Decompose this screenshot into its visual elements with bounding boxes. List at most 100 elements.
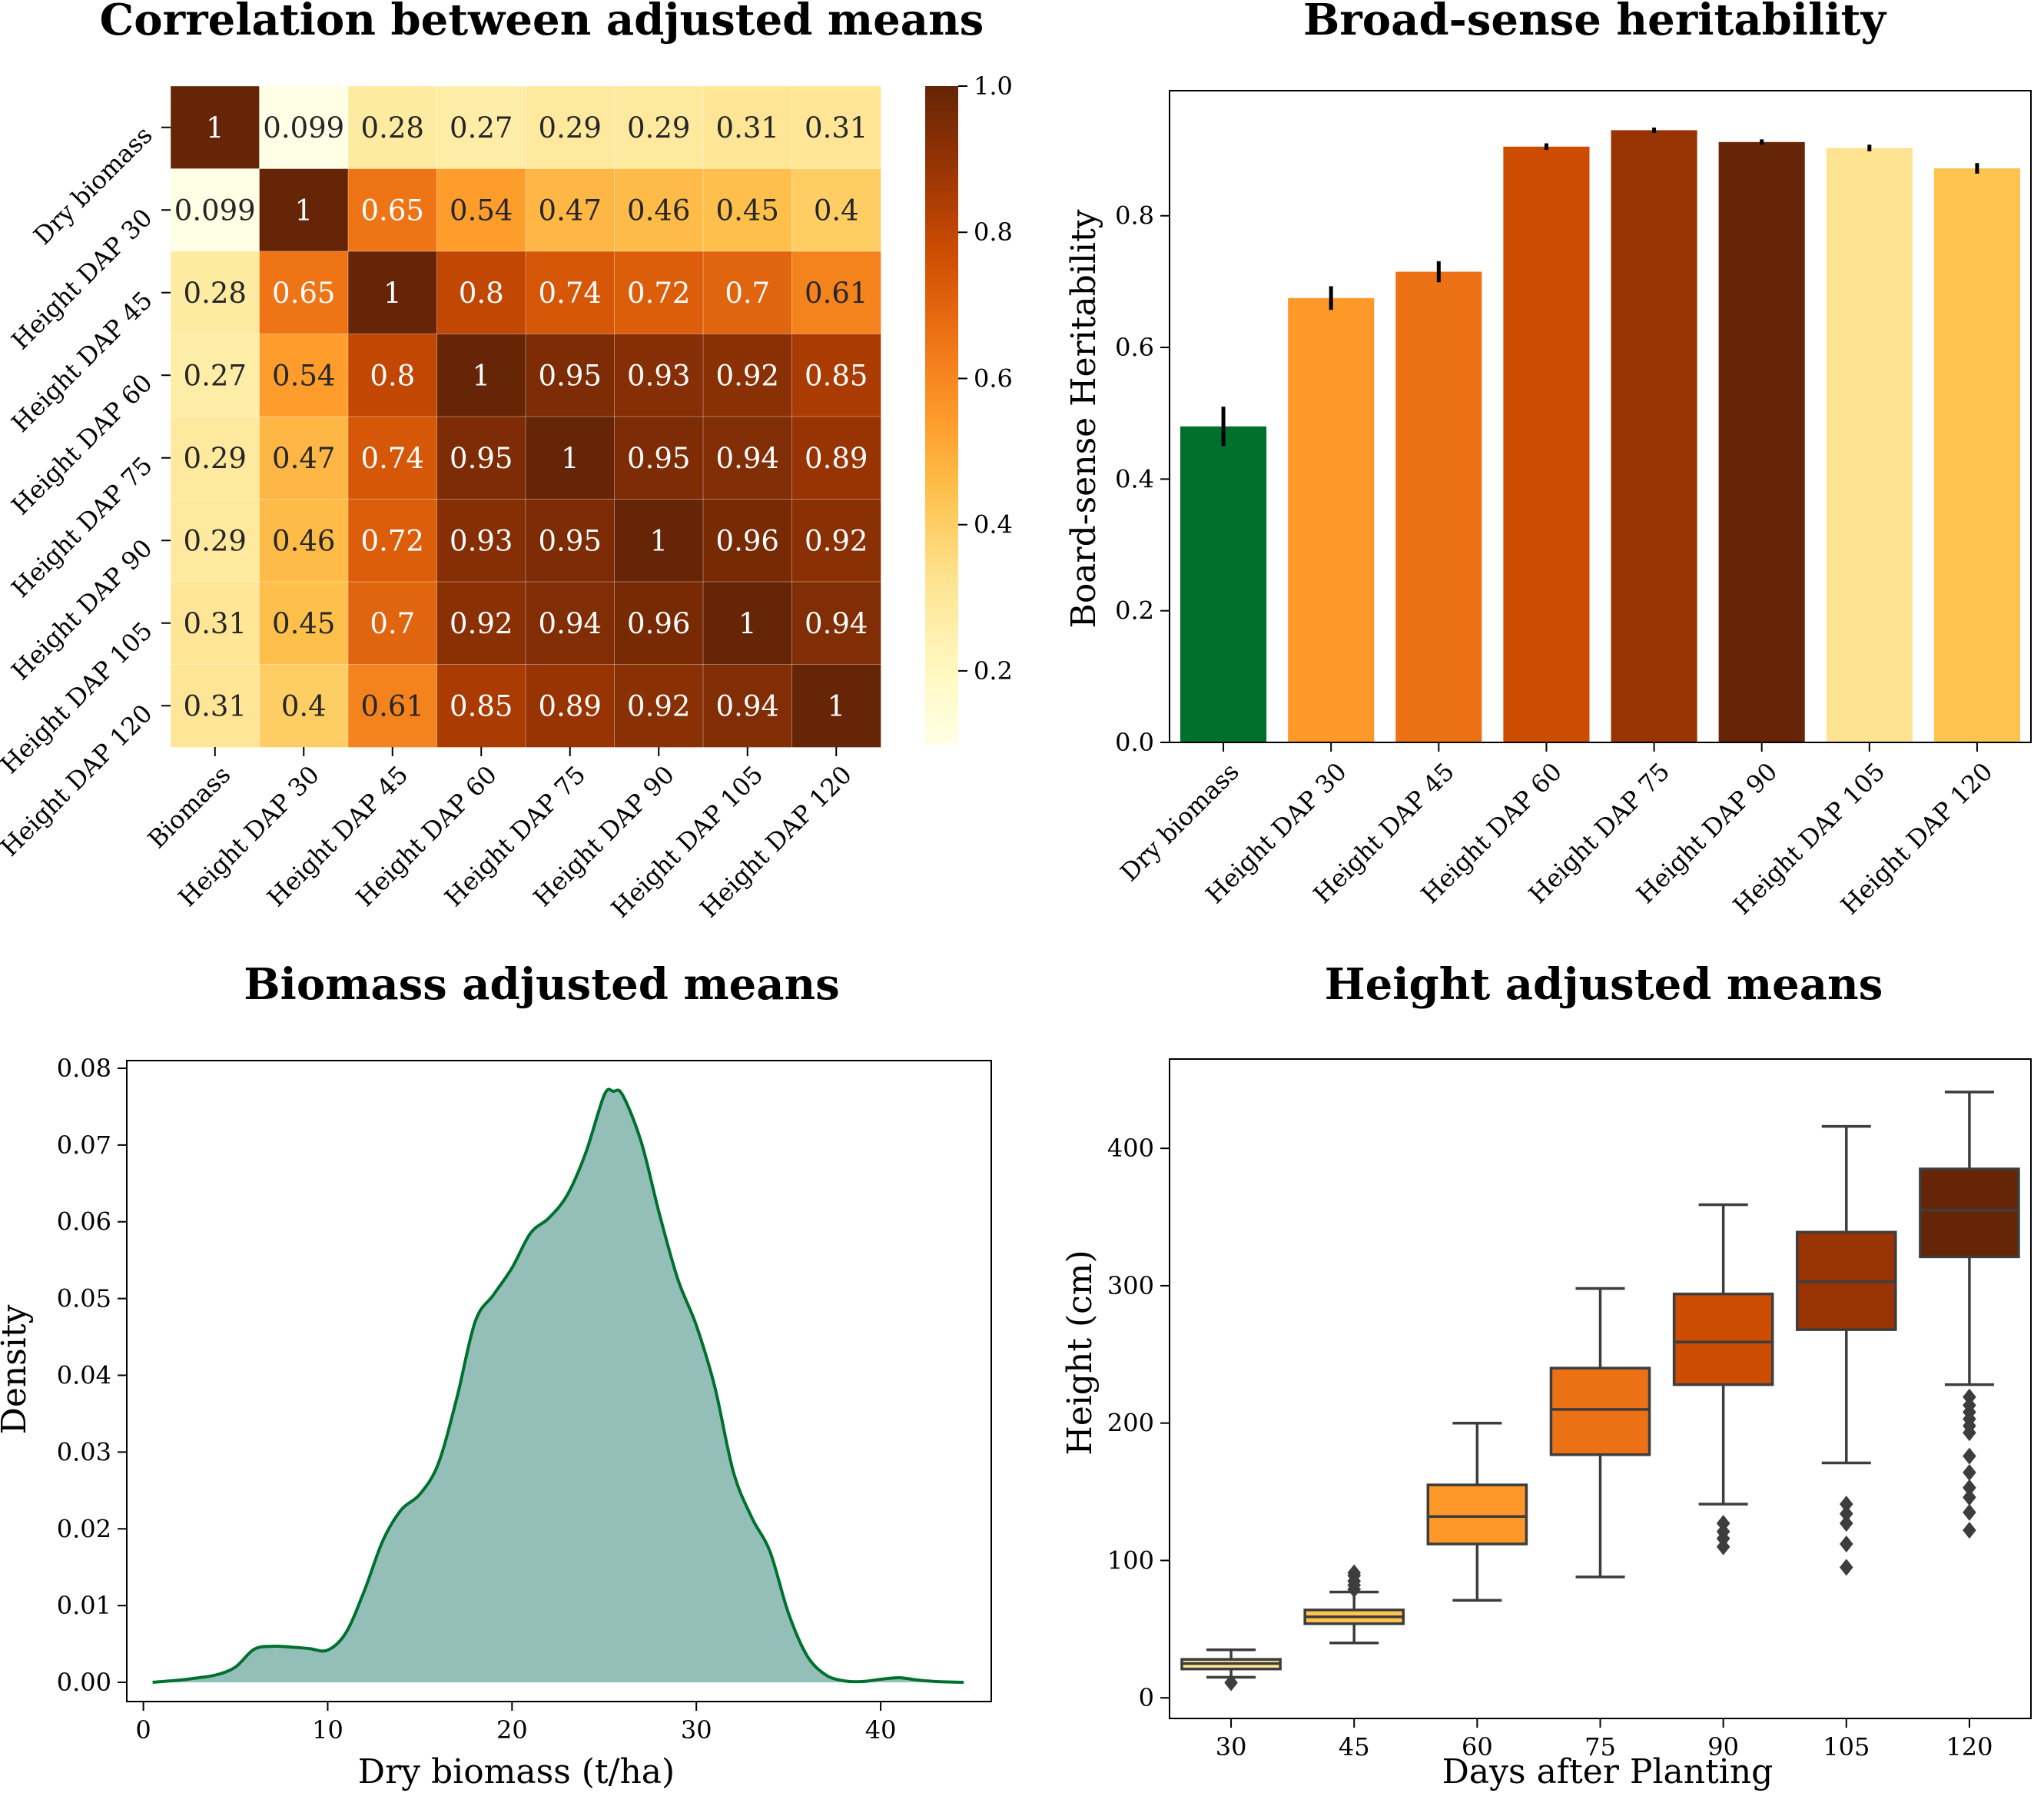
box-outlier — [1963, 1447, 1976, 1465]
box-x-tick-label: 60 — [1462, 1732, 1493, 1761]
box-x-tick-label: 105 — [1823, 1732, 1870, 1761]
box-outlier — [1839, 1496, 1853, 1513]
heatmap-cell-label: 0.099 — [263, 111, 344, 144]
heatmap-cell — [347, 334, 438, 417]
heatmap-cell-label: 1 — [383, 277, 402, 310]
box-outlier — [1963, 1464, 1976, 1482]
density-x-tick-label: 20 — [496, 1715, 528, 1745]
heatmap-cell — [259, 85, 349, 170]
density-y-tick-label: 0.02 — [57, 1514, 111, 1543]
box-outlier — [1963, 1522, 1976, 1539]
box-title: Height adjusted means — [1325, 959, 1883, 1010]
heatmap-cell-label: 0.85 — [450, 689, 513, 722]
density-y-tick-label: 0.03 — [57, 1437, 111, 1466]
heatmap-cell — [614, 168, 704, 252]
heatmap-cell — [525, 251, 616, 335]
density-y-tick-label: 0.06 — [57, 1207, 111, 1237]
heatmap-cell-label: 0.92 — [716, 359, 779, 392]
heatmap-cell — [702, 168, 793, 252]
heatmap-cell-label: 0.7 — [370, 607, 415, 640]
box-x-tick-label: 120 — [1946, 1732, 1993, 1761]
heatmap-cell — [702, 251, 793, 335]
heatmap-cell-label: 0.29 — [539, 111, 602, 144]
heatmap-cell — [702, 581, 793, 666]
heatmap-col-label: Height DAP 105 — [606, 760, 769, 924]
bar-ylabel: Board-sense Heritability — [1064, 209, 1103, 628]
box-outlier — [1963, 1503, 1976, 1521]
heatmap-cell-label: 0.94 — [716, 689, 779, 722]
heatmap-cell — [170, 334, 260, 417]
colorbar-tick-label: 0.4 — [974, 510, 1013, 540]
heatmap-cell-label: 0.4 — [281, 689, 327, 722]
heatmap-cell-label: 0.94 — [805, 607, 868, 640]
heatmap-cell — [702, 499, 793, 583]
heatmap-title: Correlation between adjusted means — [100, 0, 984, 45]
heatmap-cell — [525, 168, 616, 252]
bar-y-tick-label: 0.0 — [1115, 728, 1154, 757]
heatmap-cell-label: 0.45 — [272, 607, 335, 640]
heatmap-cell — [525, 416, 616, 500]
heatmap-cell-label: 0.92 — [805, 524, 868, 557]
density-x-tick-label: 40 — [865, 1715, 897, 1745]
bar-y-tick-label: 0.8 — [1115, 201, 1154, 231]
heatmap-cell-label: 1 — [649, 524, 668, 557]
heatmap-cell — [259, 251, 349, 335]
box-y-tick-label: 0 — [1139, 1683, 1154, 1712]
heatmap-cell — [614, 664, 704, 748]
heatmap-cell — [259, 581, 349, 666]
heatmap-cell — [525, 334, 616, 417]
heatmap-cell-label: 0.65 — [361, 194, 424, 227]
heatmap-cell-label: 1 — [738, 607, 757, 640]
heatmap-cell-label: 1 — [827, 689, 845, 722]
density-x-tick-label: 10 — [312, 1715, 343, 1745]
density-plot: 0 10 20 30 40 0.00 0.01 0.02 0.03 0.04 0.05 0.06 0.0… — [57, 1054, 992, 1745]
bar-title: Broad-sense heritability — [1303, 0, 1887, 45]
box-y-tick-label: 400 — [1107, 1134, 1154, 1163]
heatmap-cell-label: 0.72 — [361, 524, 424, 557]
heritability-bar — [1933, 168, 2020, 742]
heatmap-cell-label: 0.28 — [361, 111, 424, 144]
heatmap-cell — [702, 334, 793, 417]
box-outlier — [1839, 1559, 1853, 1576]
heatmap-cell-label: 0.96 — [627, 607, 690, 640]
colorbar-tick-label: 0.6 — [974, 364, 1013, 393]
heatmap-row-label: Height DAP 30 — [5, 203, 158, 355]
density-y-tick-label: 0.05 — [57, 1284, 111, 1313]
density-y-tick-label: 0.00 — [57, 1668, 111, 1697]
box-outlier — [1224, 1674, 1238, 1692]
box-outlier — [1963, 1489, 1976, 1506]
heatmap-cell-label: 0.47 — [272, 442, 335, 475]
heatmap-cell-label: 0.74 — [539, 277, 602, 310]
heatmap-row-label: Height DAP 105 — [0, 616, 158, 780]
heatmap-cell-label: 0.95 — [627, 442, 690, 475]
density-area — [152, 1089, 964, 1682]
density-y-tick-label: 0.04 — [57, 1361, 111, 1390]
box-xlabel: Days after Planting — [1442, 1752, 1774, 1791]
heatmap-cell — [702, 85, 793, 170]
density-x-tick-label: 30 — [681, 1715, 712, 1745]
density-axes-frame — [126, 1060, 992, 1702]
density-x-tick-label: 0 — [135, 1715, 151, 1745]
heatmap-cell — [347, 251, 438, 335]
heatmap-cell-label: 0.85 — [805, 359, 868, 392]
colorbar-tick-label: 1.0 — [974, 71, 1013, 101]
box-axes-frame — [1169, 1058, 2032, 1719]
bar-y-tick-label: 0.4 — [1115, 464, 1154, 493]
heatmap-cell — [170, 85, 260, 170]
heatmap-cell — [525, 85, 616, 170]
density-y-tick-label: 0.08 — [57, 1054, 111, 1083]
heatmap-cell-label: 0.4 — [814, 194, 859, 227]
heritability-bar — [1611, 130, 1697, 743]
heatmap-cell — [436, 416, 526, 500]
heatmap-cell-label: 0.7 — [725, 277, 770, 310]
box-iqr — [1549, 1366, 1651, 1456]
box-y-tick-label: 100 — [1107, 1546, 1154, 1575]
heatmap-cell-label: 1 — [561, 442, 579, 475]
heatmap-cell — [791, 251, 881, 335]
heatmap-cell — [702, 416, 793, 500]
heatmap-cell — [259, 168, 349, 252]
heatmap-cell-label: 0.74 — [361, 442, 424, 475]
